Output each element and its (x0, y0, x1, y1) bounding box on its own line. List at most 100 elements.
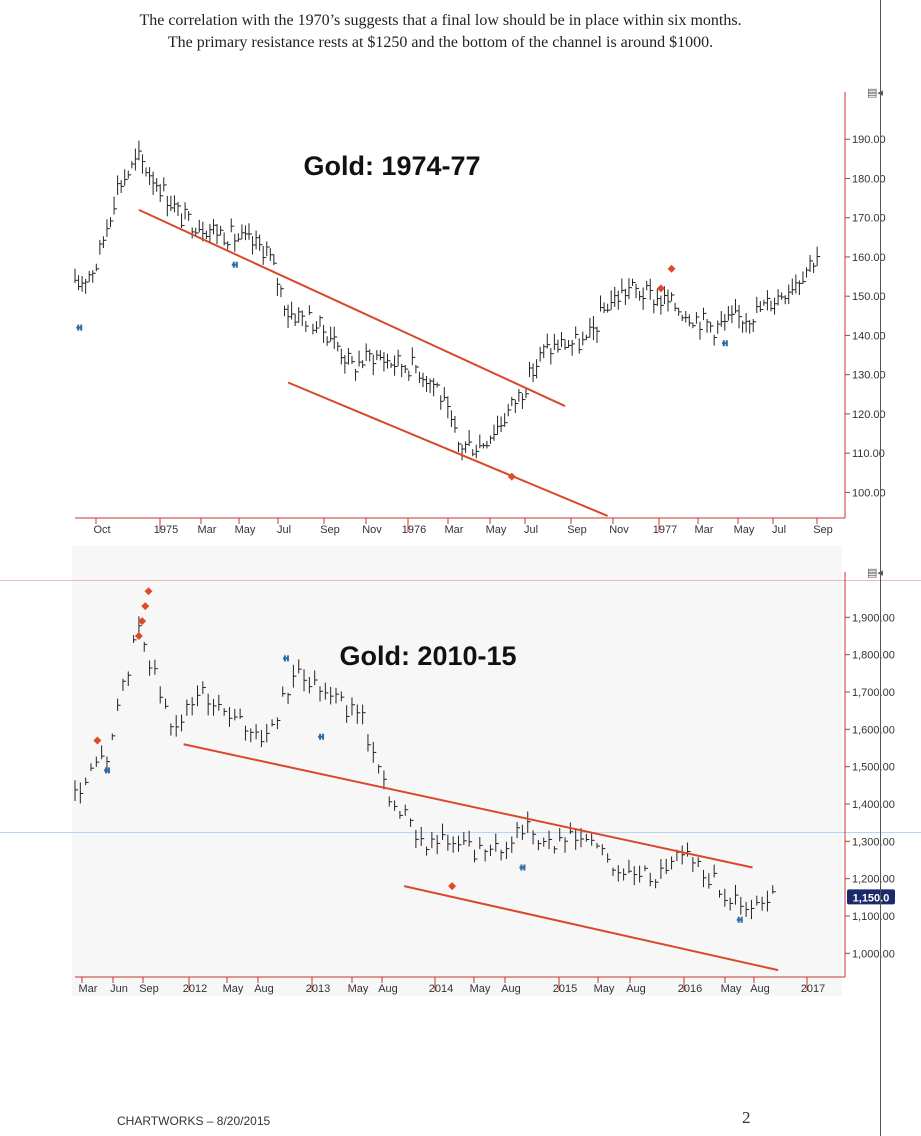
y-tick-label: 180.00 (852, 173, 886, 185)
price-bar (301, 310, 306, 327)
sell-signal-marker (667, 264, 676, 273)
price-bar (564, 339, 569, 350)
price-bar (138, 140, 142, 161)
price-bar (346, 705, 350, 723)
x-tick-label: Sep (139, 983, 159, 995)
price-bar (344, 354, 348, 374)
price-bar (209, 223, 213, 242)
buy-signal-marker (736, 916, 743, 923)
price-bar (442, 823, 446, 841)
price-bar (298, 307, 302, 323)
price-bar (745, 313, 750, 333)
chart-title: Gold: 2010-15 (339, 641, 516, 671)
x-tick-label: Aug (254, 983, 274, 995)
price-bar (511, 836, 515, 853)
price-bar (207, 693, 212, 716)
price-bar (143, 641, 148, 652)
price-bar (218, 694, 222, 711)
price-bar (772, 885, 776, 894)
price-bar (415, 829, 419, 849)
price-bar (667, 289, 672, 312)
price-bar (521, 824, 526, 840)
price-bar (426, 846, 430, 856)
price-bar (422, 372, 426, 388)
price-bar (175, 715, 180, 737)
price-bar (802, 271, 806, 284)
sell-signal-marker (507, 472, 516, 481)
price-bar (623, 868, 627, 881)
y-tick-label: 1,800.00 (852, 650, 895, 662)
price-bar (539, 346, 544, 362)
price-bar (697, 857, 702, 868)
buy-signal-marker (721, 340, 728, 347)
price-bar (131, 161, 135, 169)
price-bar (447, 396, 451, 419)
x-tick-label: Mar (198, 524, 217, 536)
price-bar (729, 897, 734, 911)
x-tick-label: Mar (445, 524, 464, 536)
price-bar (372, 741, 377, 763)
x-tick-label: Aug (626, 983, 646, 995)
gold-2010-15-chart: 1,000.00 1,100.00 1,200.00 1,300.00 1,400.00… (74, 566, 895, 995)
price-bar (133, 635, 137, 643)
channel-line-lower (287, 381, 609, 517)
price-bar (660, 859, 664, 879)
price-bar (337, 341, 341, 352)
buy-signal-marker (231, 261, 238, 268)
price-bar (543, 344, 547, 359)
x-tick-label: Mar (79, 983, 98, 995)
price-bar (717, 320, 721, 334)
price-bar (312, 323, 316, 335)
y-tick-label: 110.00 (852, 448, 885, 460)
y-tick-label: 1,900.00 (852, 612, 895, 624)
price-bar (85, 777, 89, 786)
price-bar (411, 347, 416, 366)
price-bar (216, 224, 221, 245)
price-bar (95, 756, 100, 767)
y-tick-label: 190.00 (852, 134, 886, 146)
price-bar (420, 826, 425, 846)
price-bar (170, 723, 174, 736)
price-bar (463, 831, 467, 845)
axis-settings-icon: ▤◂ (867, 566, 883, 579)
price-bar (731, 305, 735, 324)
price-bar (703, 307, 707, 321)
x-tick-label: 2015 (553, 983, 577, 995)
price-bar (635, 283, 640, 299)
x-tick-label: May (486, 524, 507, 536)
price-bar (774, 297, 778, 315)
price-bar (695, 312, 700, 324)
price-bar (458, 835, 462, 852)
price-bar (727, 306, 732, 321)
price-bar (117, 698, 121, 711)
x-tick-label: Aug (501, 983, 521, 995)
price-bar (681, 845, 686, 865)
price-bar (101, 745, 105, 760)
price-bar (486, 440, 490, 449)
price-bar (617, 290, 622, 310)
price-bar (596, 842, 600, 849)
price-bar (628, 278, 632, 300)
price-bar (284, 305, 288, 317)
price-bar (124, 169, 128, 186)
price-bar (379, 350, 384, 361)
price-bar (106, 219, 110, 237)
price-bar (621, 278, 625, 294)
x-tick-label: May (594, 983, 615, 995)
price-bar (149, 660, 153, 676)
price-bar (518, 389, 522, 402)
buy-signal-marker (519, 864, 526, 871)
price-bar (197, 685, 201, 707)
y-tick-label: 160.00 (852, 252, 886, 264)
price-bar (181, 714, 185, 732)
price-bar (356, 704, 361, 724)
price-bar (85, 278, 89, 294)
price-bar (408, 370, 412, 381)
price-bar (255, 724, 260, 740)
price-bar (692, 857, 696, 872)
price-bar (191, 697, 196, 716)
price-bar (564, 837, 569, 853)
price-bar (745, 901, 750, 917)
price-bar (234, 708, 238, 721)
price-bar (601, 844, 606, 856)
